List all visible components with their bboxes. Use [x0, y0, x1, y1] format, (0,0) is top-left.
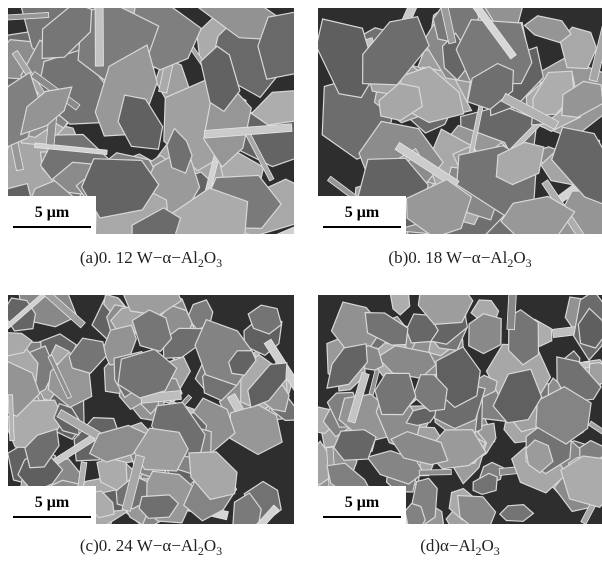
- caption-text: (b)0. 18 W−α−Al: [388, 248, 507, 267]
- scale-bar-label: 5 μm: [35, 494, 70, 511]
- caption-text: O: [482, 536, 494, 555]
- caption-text: O: [513, 248, 525, 267]
- subscript: 3: [216, 544, 222, 558]
- figure: 5 μm (a)0. 12 W−α−Al2O3 5 μm (b)0. 18 W−α−A…: [0, 0, 602, 563]
- caption-text: (c)0. 24 W−α−Al: [80, 536, 198, 555]
- plate-edge: [419, 469, 451, 475]
- caption-text: O: [204, 536, 216, 555]
- scale-bar-label: 5 μm: [345, 204, 380, 221]
- plate: [258, 12, 319, 79]
- scale-bar-label: 5 μm: [35, 204, 70, 221]
- caption: (b)0. 18 W−α−Al2O3: [388, 248, 531, 270]
- caption: (c)0. 24 W−α−Al2O3: [80, 536, 222, 558]
- caption-text: (d)α−Al: [420, 536, 476, 555]
- plate-edge: [95, 6, 103, 66]
- caption-text: (a)0. 12 W−α−Al: [80, 248, 198, 267]
- scale-bar-label: 5 μm: [345, 494, 380, 511]
- caption-text: O: [204, 248, 216, 267]
- subscript: 3: [216, 256, 222, 270]
- subscript: 3: [526, 256, 532, 270]
- caption: (d)α−Al2O3: [420, 536, 500, 558]
- subscript: 3: [494, 544, 500, 558]
- plate: [334, 430, 376, 461]
- caption: (a)0. 12 W−α−Al2O3: [80, 248, 222, 270]
